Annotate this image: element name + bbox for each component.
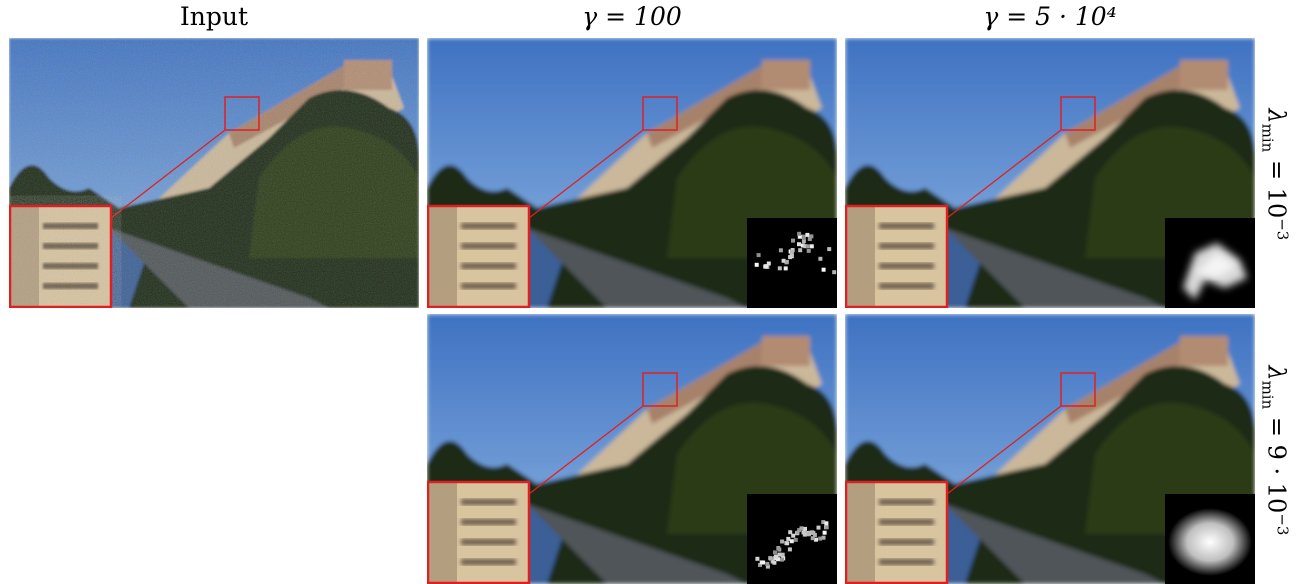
zoomed-inset [845,204,949,308]
blur-kernel-inset [747,218,837,308]
zoom-region-box [1060,372,1096,407]
result-panel-gamma-5e4-lambda-1e-3 [845,38,1255,308]
zoomed-inset [427,204,531,308]
column-title-gamma-100: γ = 100 [582,2,682,31]
zoom-region-box [1060,96,1096,131]
zoomed-inset [845,480,949,584]
column-title-gamma-5e4: γ = 5 · 10⁴ [983,2,1117,31]
zoom-region-box [642,372,678,407]
row-label-lambda-1e-3: λmin = 10−3 [1258,108,1292,241]
row-label-lambda-9e-3: λmin = 9 · 10−3 [1258,365,1292,536]
result-panel-gamma-100-lambda-9e-3 [427,314,837,584]
zoomed-inset [427,480,531,584]
input-image-panel [9,38,419,308]
blur-kernel-inset [1165,494,1255,584]
result-panel-gamma-100-lambda-1e-3 [427,38,837,308]
zoom-region-box [642,96,678,131]
blur-kernel-inset [747,494,837,584]
column-title-input: Input [179,2,249,31]
result-panel-gamma-5e4-lambda-9e-3 [845,314,1255,584]
zoom-region-box [224,96,260,131]
blur-kernel-inset [1165,218,1255,308]
zoomed-inset [9,204,113,308]
